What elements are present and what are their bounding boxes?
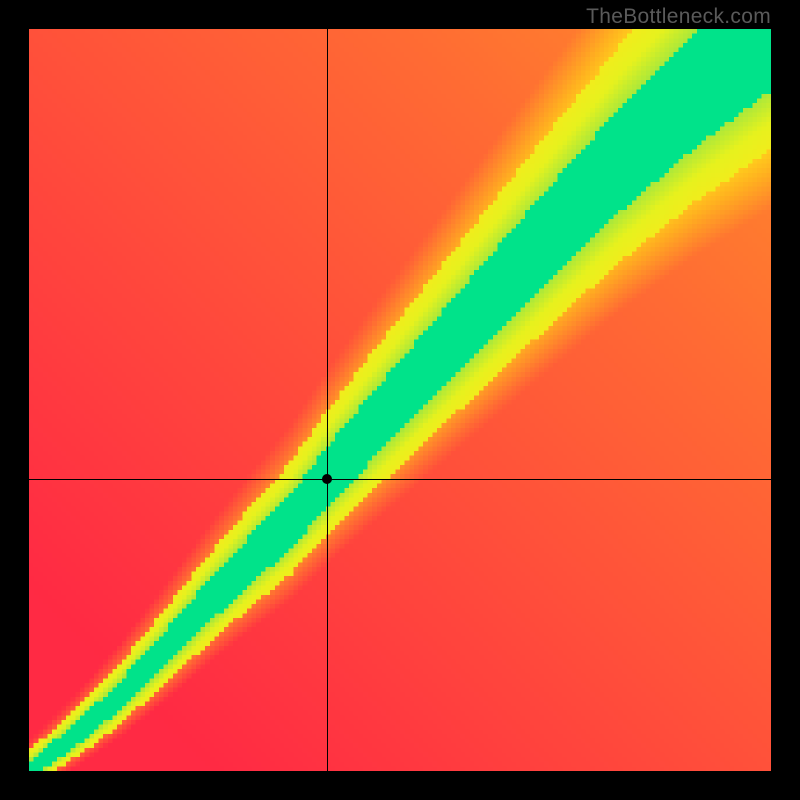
heatmap-plot xyxy=(29,29,771,771)
watermark-text: TheBottleneck.com xyxy=(586,5,771,29)
crosshair-horizontal xyxy=(29,479,771,480)
crosshair-vertical xyxy=(327,29,328,771)
data-point-marker xyxy=(322,474,332,484)
chart-container: TheBottleneck.com xyxy=(0,0,800,800)
heatmap-canvas xyxy=(29,29,771,771)
